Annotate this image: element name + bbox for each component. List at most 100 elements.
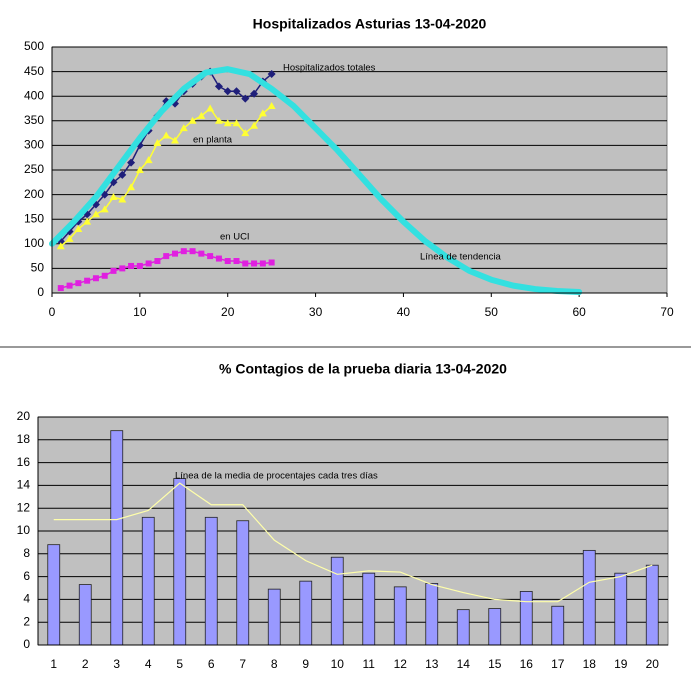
marker <box>242 260 249 267</box>
x-tick-label: 50 <box>485 305 499 319</box>
x-tick-label: 4 <box>145 657 152 671</box>
marker <box>241 129 250 137</box>
marker <box>223 87 232 96</box>
y-tick-label: 300 <box>24 138 44 152</box>
x-tick-label: 6 <box>208 657 215 671</box>
x-tick-label: 8 <box>271 657 278 671</box>
bar <box>299 580 313 646</box>
marker <box>84 277 91 284</box>
y-tick-label: 8 <box>23 546 30 560</box>
bar <box>456 609 470 646</box>
marker <box>118 195 127 203</box>
x-tick-label: 5 <box>176 657 183 671</box>
bar <box>425 583 439 646</box>
marker <box>207 253 214 260</box>
marker <box>215 255 222 262</box>
y-tick-label: 200 <box>24 187 44 201</box>
x-tick-label: 70 <box>660 305 674 319</box>
marker <box>101 272 108 279</box>
y-tick-label: 100 <box>24 236 44 250</box>
marker <box>233 258 240 265</box>
y-tick-label: 18 <box>17 432 31 446</box>
marker <box>224 258 231 265</box>
x-tick-label: 20 <box>646 657 660 671</box>
x-tick-label: 2 <box>82 657 89 671</box>
marker <box>145 260 152 267</box>
series-label: Línea de tendencia <box>420 252 502 263</box>
bar <box>393 586 407 646</box>
bar <box>236 520 250 646</box>
bar <box>519 591 533 646</box>
x-tick-label: 10 <box>331 657 345 671</box>
marker <box>75 280 82 287</box>
marker <box>172 250 178 257</box>
marker <box>65 234 74 242</box>
x-tick-label: 20 <box>221 305 235 319</box>
bar <box>645 564 659 646</box>
marker <box>162 131 171 139</box>
bar <box>330 556 344 646</box>
bar <box>551 605 565 646</box>
y-tick-label: 0 <box>37 285 44 299</box>
chart-title: Hospitalizados Asturias 13-04-2020 <box>253 16 487 32</box>
marker <box>56 242 65 250</box>
bar <box>204 516 218 646</box>
marker <box>250 121 259 129</box>
y-tick-label: 500 <box>24 39 44 53</box>
x-tick-label: 3 <box>113 657 120 671</box>
x-tick-label: 60 <box>572 305 586 319</box>
marker <box>180 248 187 255</box>
marker <box>119 265 126 272</box>
chart-title: % Contagios de la prueba diaria 13-04-20… <box>219 361 507 377</box>
y-tick-label: 450 <box>24 64 44 78</box>
y-tick-label: 350 <box>24 113 44 127</box>
x-tick-label: 15 <box>488 657 502 671</box>
marker <box>127 158 136 167</box>
bar <box>141 516 155 646</box>
x-tick-label: 13 <box>425 657 439 671</box>
marker <box>136 262 143 269</box>
y-tick-label: 20 <box>17 409 31 423</box>
series-label: en planta <box>193 135 233 146</box>
marker <box>241 94 250 103</box>
y-tick-label: 400 <box>24 88 44 102</box>
series-label: en UCI <box>220 232 250 243</box>
bar <box>78 584 92 646</box>
bar <box>582 549 596 646</box>
x-tick-label: 14 <box>457 657 471 671</box>
x-tick-label: 19 <box>614 657 628 671</box>
bar <box>362 572 376 646</box>
bar <box>173 478 187 646</box>
marker <box>83 217 92 225</box>
marker <box>189 248 196 255</box>
y-tick-label: 0 <box>23 637 30 651</box>
y-tick-label: 10 <box>17 523 31 537</box>
marker <box>92 275 99 282</box>
y-tick-label: 6 <box>23 569 30 583</box>
marker <box>267 102 276 110</box>
marker <box>171 136 179 144</box>
marker <box>118 170 127 179</box>
marker <box>74 225 83 233</box>
marker <box>206 104 215 112</box>
marker <box>232 119 241 127</box>
bar <box>267 588 281 646</box>
marker <box>268 259 275 266</box>
series-label: Línea de la media de procentajes cada tr… <box>175 471 378 482</box>
x-tick-label: 9 <box>302 657 309 671</box>
marker <box>163 253 170 260</box>
x-tick-label: 11 <box>363 657 376 671</box>
y-tick-label: 250 <box>24 162 44 176</box>
marker <box>57 285 64 292</box>
y-tick-label: 150 <box>24 211 44 225</box>
y-tick-label: 2 <box>23 614 30 628</box>
y-tick-label: 50 <box>31 261 45 275</box>
marker <box>154 258 161 265</box>
marker <box>258 109 267 117</box>
marker <box>198 250 205 257</box>
marker <box>128 262 135 269</box>
x-tick-label: 30 <box>309 305 323 319</box>
y-tick-label: 14 <box>17 478 31 492</box>
bar <box>488 608 502 646</box>
